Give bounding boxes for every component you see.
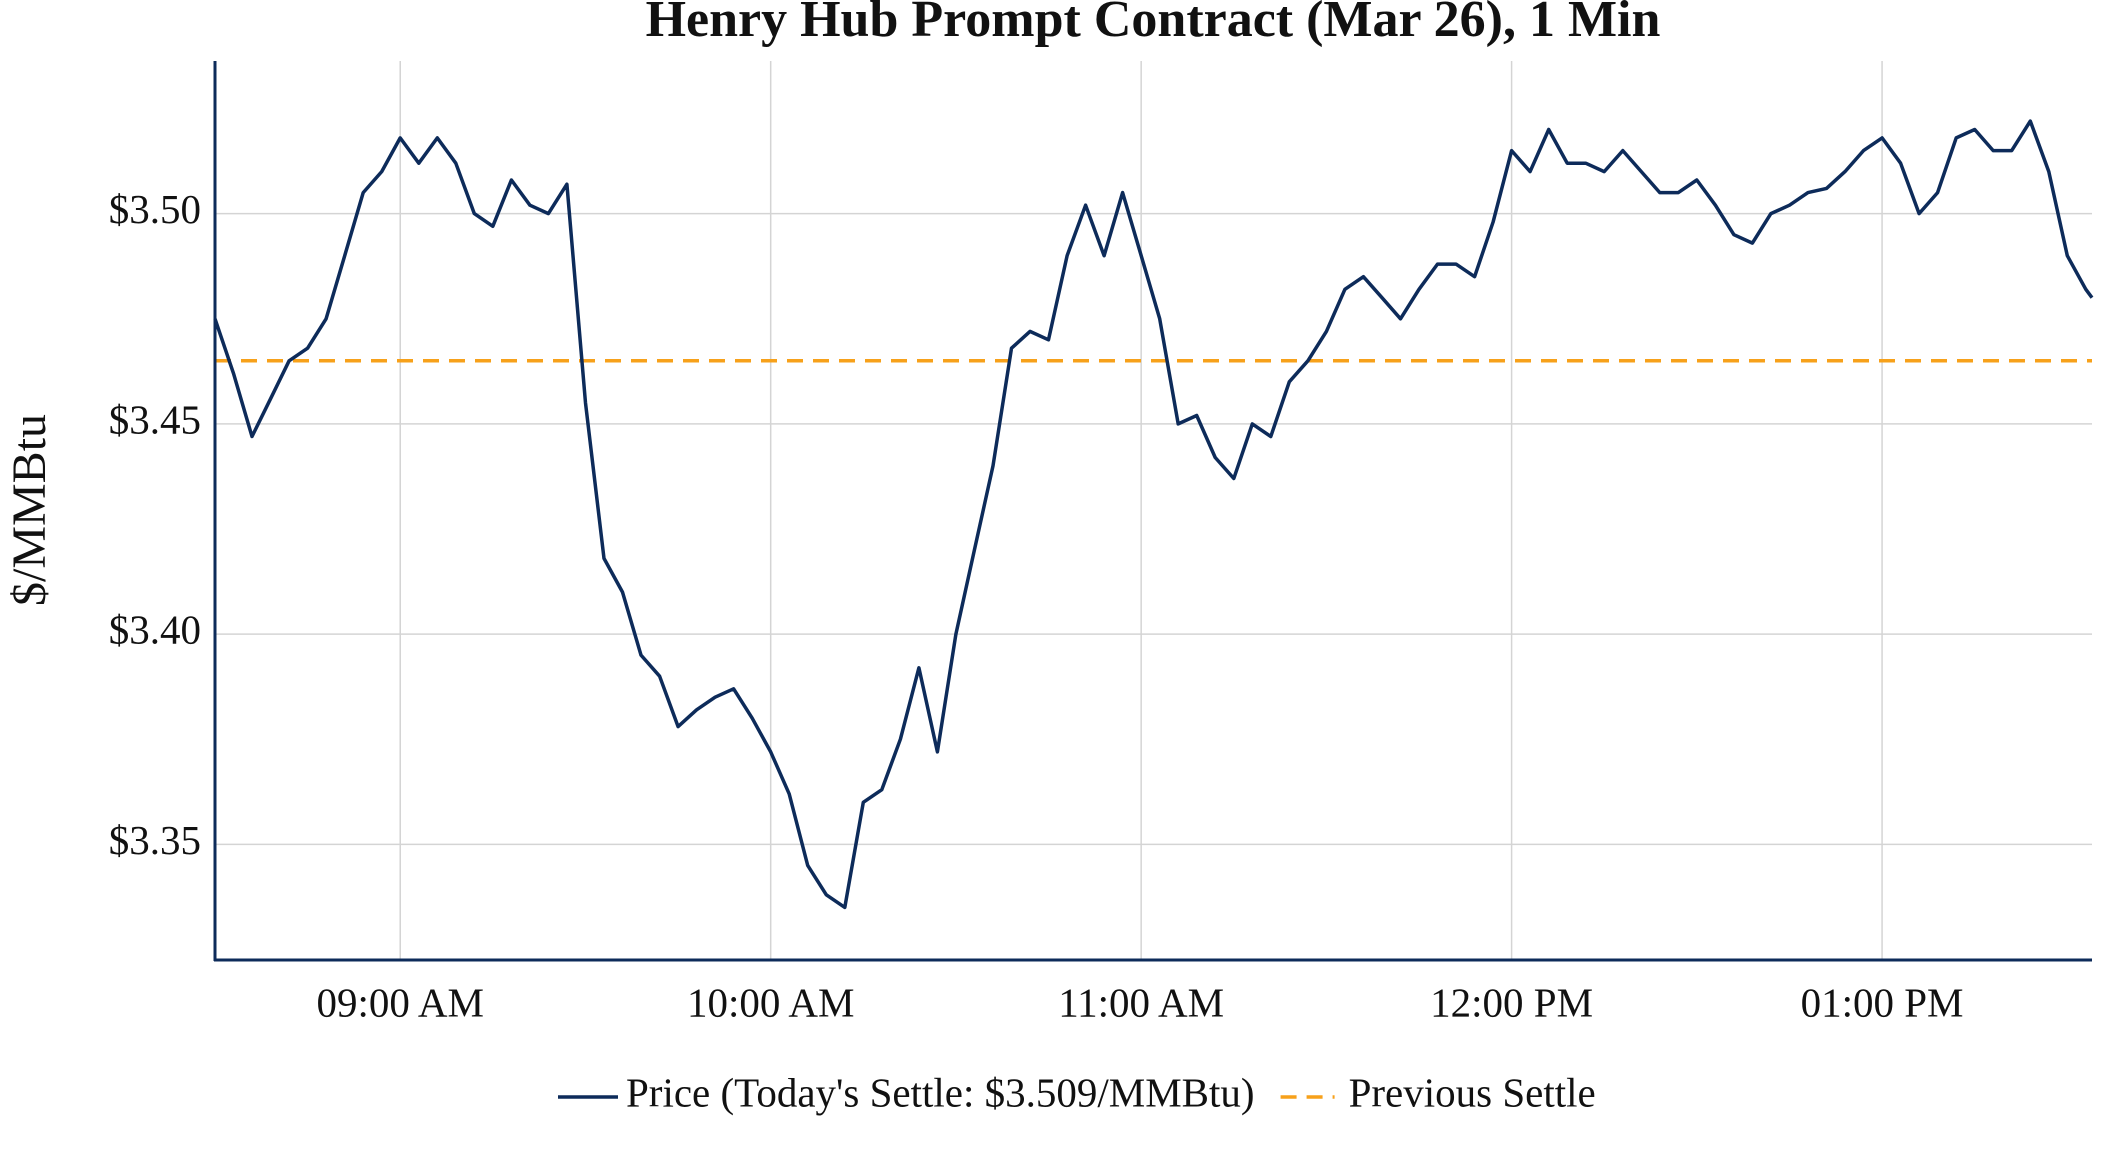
legend-label: Price (Today's Settle: $3.509/MMBtu) (626, 1069, 1255, 1115)
y-tick-label: $3.35 (109, 817, 201, 863)
price-line (213, 119, 2094, 910)
y-tick-label: $3.50 (109, 186, 201, 232)
x-tick-label: 09:00 AM (317, 979, 484, 1025)
y-tick-label: $3.40 (109, 607, 201, 653)
chart-title: Henry Hub Prompt Contract (Mar 26), 1 Mi… (646, 0, 1661, 48)
legend-label: Previous Settle (1349, 1069, 1596, 1115)
x-tick-label: 01:00 PM (1801, 979, 1964, 1025)
x-tick-label: 11:00 AM (1058, 979, 1224, 1025)
y-tick-label: $3.45 (109, 396, 201, 442)
x-tick-label: 12:00 PM (1430, 979, 1593, 1025)
y-axis-title: $/MMBtu (3, 414, 56, 606)
x-tick-label: 10:00 AM (687, 979, 854, 1025)
